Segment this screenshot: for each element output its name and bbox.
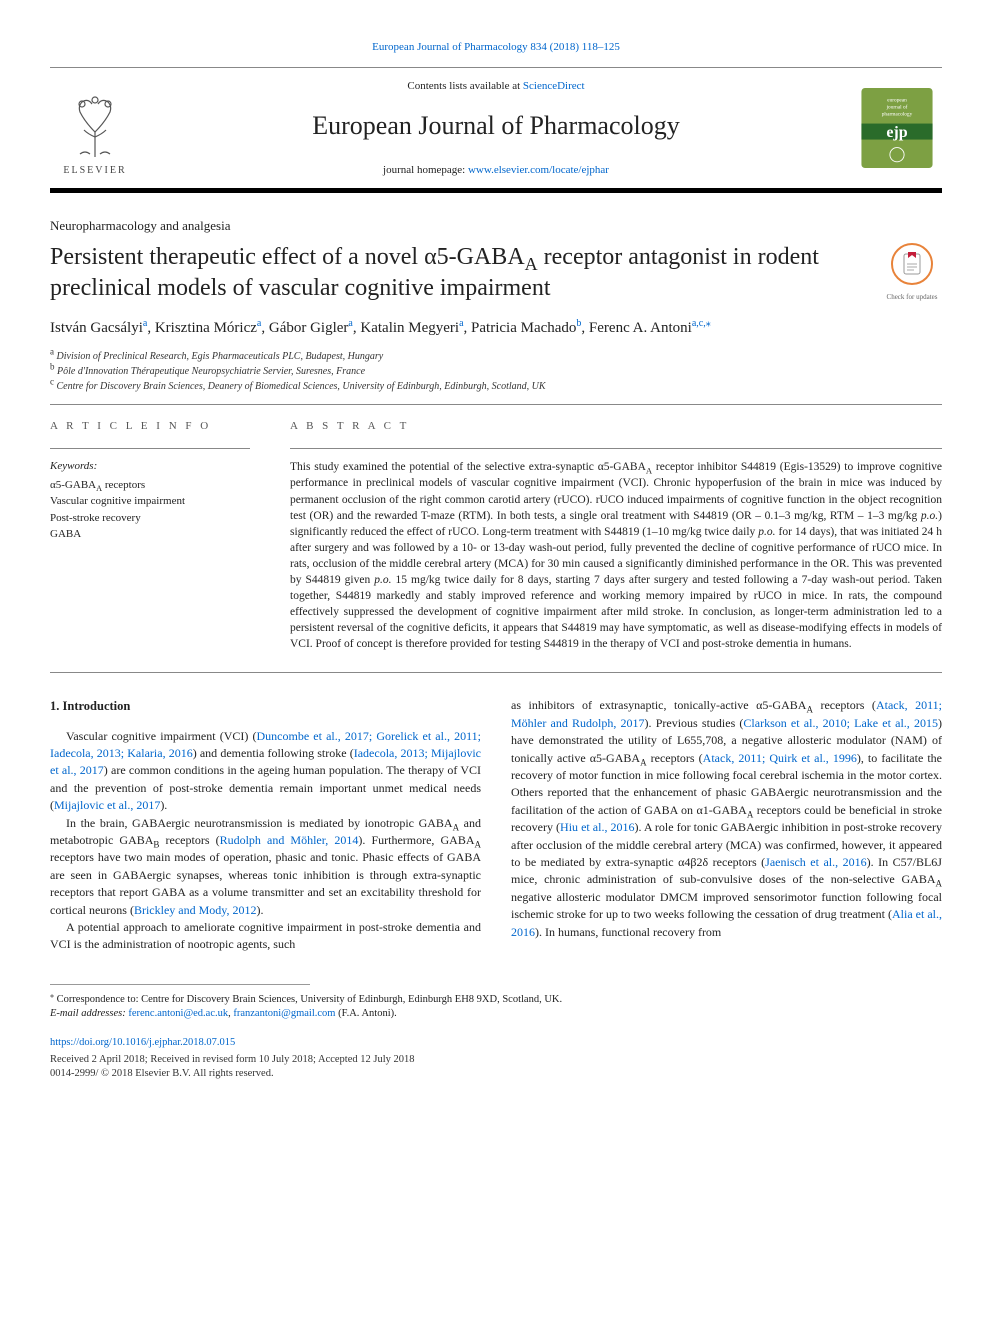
authors: István Gacsályia, Krisztina Móricza, Gáb… [50,318,942,339]
divider [290,448,942,449]
email-label: E-mail addresses: [50,1008,128,1019]
abstract-heading: A B S T R A C T [290,419,942,434]
keywords-label: Keywords: [50,459,250,474]
check-updates-badge[interactable]: Check for updates [882,242,942,303]
footnote-rule [50,984,310,985]
contents-prefix: Contents lists available at [407,80,522,92]
sciencedirect-link[interactable]: ScienceDirect [523,80,585,92]
email-attribution: (F.A. Antoni). [335,1008,396,1019]
article-title: Persistent therapeutic effect of a novel… [50,242,862,304]
affiliations: a Division of Preclinical Research, Egis… [50,349,942,394]
journal-header: ELSEVIER Contents lists available at Sci… [50,67,942,193]
elsevier-logo: ELSEVIER [50,78,140,178]
divider [50,448,250,449]
abstract-column: A B S T R A C T This study examined the … [290,419,942,653]
intro-heading: 1. Introduction [50,697,481,715]
corr-symbol: ⁎ [50,990,54,999]
email-link-1[interactable]: ferenc.antoni@ed.ac.uk [128,1008,228,1019]
elsevier-wordmark: ELSEVIER [63,164,126,178]
keywords-list: α5-GABAA receptorsVascular cognitive imp… [50,477,250,543]
top-citation-link[interactable]: European Journal of Pharmacology 834 (20… [372,41,620,53]
body-right-column: as inhibitors of extrasynaptic, tonicall… [511,697,942,953]
received-dates: Received 2 April 2018; Received in revis… [50,1053,942,1068]
article-info-heading: A R T I C L E I N F O [50,419,250,434]
updates-icon [890,242,934,286]
body-paragraph: A potential approach to ameliorate cogni… [50,919,481,954]
keyword: Post-stroke recovery [50,510,250,527]
doi: https://doi.org/10.1016/j.ejphar.2018.07… [50,1036,942,1051]
abstract-text: This study examined the potential of the… [290,459,942,652]
homepage-link[interactable]: www.elsevier.com/locate/ejphar [468,164,609,176]
keyword: α5-GABAA receptors [50,477,250,494]
journal-title: European Journal of Pharmacology [140,108,852,144]
body-text: 1. Introduction Vascular cognitive impai… [50,697,942,953]
journal-homepage: journal homepage: www.elsevier.com/locat… [140,163,852,178]
affiliation-line: c Centre for Discovery Brain Sciences, D… [50,379,942,394]
contents-available: Contents lists available at ScienceDirec… [140,79,852,94]
svg-text:european: european [887,98,907,104]
correspondence: ⁎ Correspondence to: Centre for Discover… [50,993,942,1022]
body-left-column: 1. Introduction Vascular cognitive impai… [50,697,481,953]
elsevier-tree-icon [60,92,130,162]
doi-link[interactable]: https://doi.org/10.1016/j.ejphar.2018.07… [50,1037,235,1048]
keyword: Vascular cognitive impairment [50,493,250,510]
affiliation-line: a Division of Preclinical Research, Egis… [50,349,942,364]
updates-label: Check for updates [882,293,942,303]
svg-text:pharmacology: pharmacology [882,112,913,118]
article-info-column: A R T I C L E I N F O Keywords: α5-GABAA… [50,419,250,653]
divider [50,672,942,673]
homepage-prefix: journal homepage: [383,164,468,176]
keyword: GABA [50,526,250,543]
body-paragraph: as inhibitors of extrasynaptic, tonicall… [511,697,942,940]
divider [50,404,942,405]
body-paragraph: Vascular cognitive impairment (VCI) (Dun… [50,728,481,815]
corr-text: Correspondence to: Centre for Discovery … [57,994,563,1005]
journal-cover-logo: european journal of pharmacology ejp [852,78,942,178]
top-citation: European Journal of Pharmacology 834 (20… [50,40,942,55]
email-link-2[interactable]: franzantoni@gmail.com [233,1008,335,1019]
svg-text:journal of: journal of [886,104,908,111]
article-section: Neuropharmacology and analgesia [50,217,942,235]
affiliation-line: b Pôle d'Innovation Thérapeutique Neurop… [50,364,942,379]
issn-copyright: 0014-2999/ © 2018 Elsevier B.V. All righ… [50,1067,942,1082]
body-paragraph: In the brain, GABAergic neurotransmissio… [50,815,481,919]
svg-text:ejp: ejp [886,124,907,141]
